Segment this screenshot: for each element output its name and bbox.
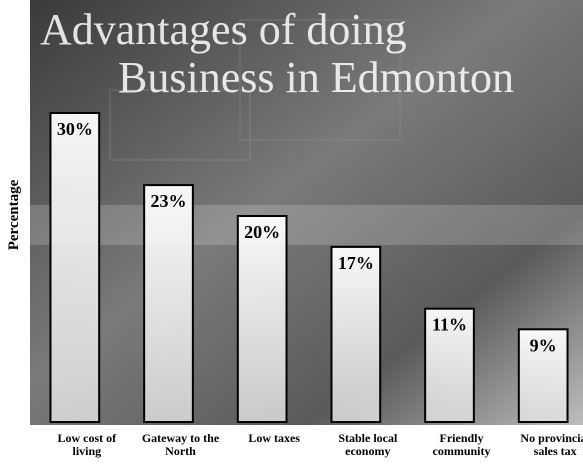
value-label: 30%: [57, 119, 93, 139]
bar: [424, 307, 475, 424]
chart-title: Business in Edmonton: [118, 53, 514, 102]
decor-frame: [239, 19, 401, 141]
bar: [330, 245, 382, 423]
value-label: 17%: [338, 253, 374, 273]
bar: [236, 215, 288, 423]
x-tick-label: Low taxes: [248, 431, 300, 445]
x-tick-label: Friendly community: [432, 431, 491, 458]
bar: [143, 184, 194, 423]
bar: [49, 112, 101, 423]
x-tick-label: Stable local economy: [338, 431, 398, 458]
y-axis-label: Percentage: [6, 179, 22, 250]
background: [30, 0, 583, 425]
value-label: 23%: [151, 191, 187, 211]
x-tick-label: No provincial sales tax: [520, 431, 583, 458]
x-tick-label: Low cost of living: [57, 431, 117, 458]
chart-title: Advantages of doing: [40, 5, 407, 54]
value-label: 9%: [530, 335, 557, 355]
x-tick-label: Gateway to the North: [141, 431, 220, 458]
decor-frame: [109, 89, 251, 161]
bar: [517, 328, 569, 423]
value-label: 11%: [432, 315, 467, 335]
light-band: [30, 205, 583, 245]
value-label: 20%: [244, 222, 280, 242]
